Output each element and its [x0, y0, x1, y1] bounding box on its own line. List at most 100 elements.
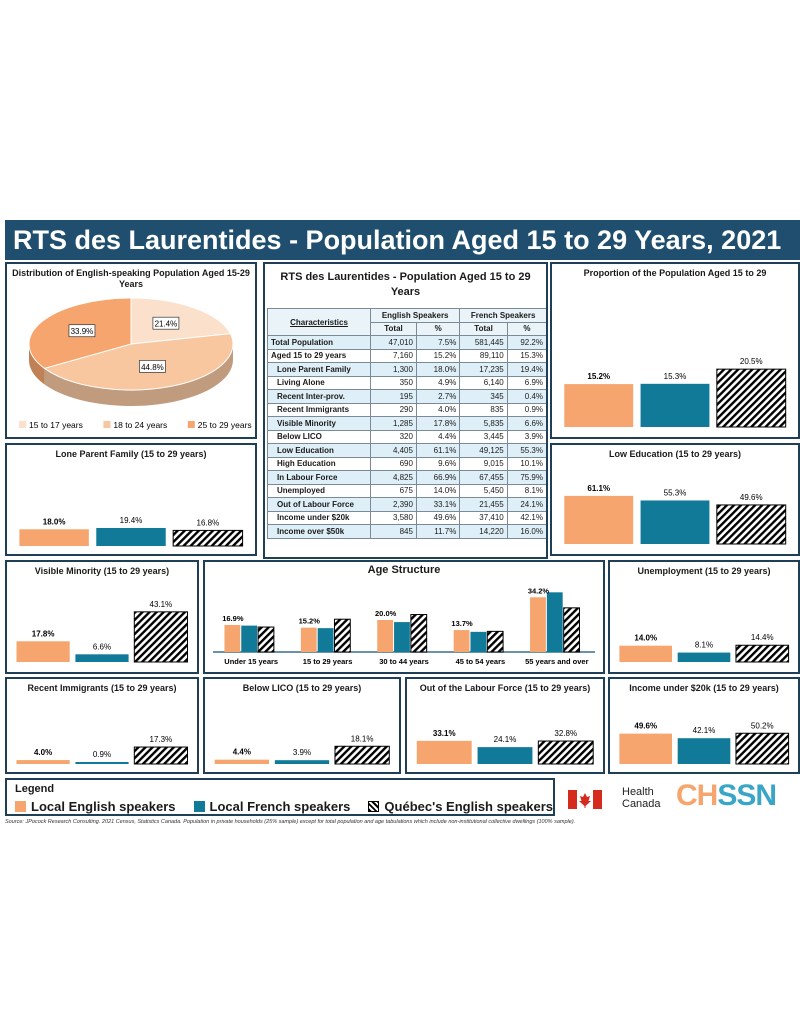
- out-labour-title: Out of the Labour Force (15 to 29 years): [419, 683, 591, 693]
- pie-label: 33.9%: [71, 327, 94, 336]
- cell-eng-pct: 4.9%: [415, 375, 461, 390]
- data-label: 24.1%: [494, 735, 517, 744]
- bar-french: [394, 622, 410, 652]
- canada-flag-icon: [568, 790, 602, 809]
- header-characteristics: Characteristics: [267, 308, 371, 336]
- below-lico-chart: 4.4% 3.9% 18.1%: [214, 734, 390, 765]
- table-row: Visible Minority 1,285 17.8% 5,835 6.6%: [267, 416, 546, 431]
- bar-quebec: [334, 745, 390, 765]
- legend-item-quebec: Québec's English speakers: [368, 799, 553, 814]
- cell-fr-total: 3,445: [459, 429, 508, 444]
- cell-fr-total: 67,455: [459, 470, 508, 485]
- cell-eng-pct: 9.6%: [415, 456, 461, 471]
- cell-fr-pct: 19.4%: [506, 362, 546, 377]
- bar-quebec: [735, 644, 790, 663]
- cell-fr-pct: 6.9%: [506, 375, 546, 390]
- data-label: 16.8%: [197, 518, 220, 527]
- table-body: Total Population 47,010 7.5% 581,445 92.2% Ag…: [267, 335, 546, 539]
- cell-eng-total: 320: [370, 429, 417, 444]
- data-label: 20.5%: [740, 357, 763, 366]
- low-education-chart: 61.1% 55.3% 49.6%: [564, 484, 787, 545]
- bar-french: [677, 738, 731, 764]
- table-row: Income over $50k 845 11.7% 14,220 16.0%: [267, 524, 546, 539]
- data-label: 16.9%: [222, 614, 244, 623]
- data-label: 18.0%: [43, 517, 66, 526]
- cell-fr-total: 49,125: [459, 443, 508, 458]
- legend-item-french: Local French speakers: [193, 799, 350, 814]
- income-20k-title: Income under $20k (15 to 29 years): [629, 683, 779, 693]
- cell-eng-total: 350: [370, 375, 417, 390]
- data-label: 32.8%: [554, 729, 577, 738]
- table-row: Income under $20k 3,580 49.6% 37,410 42.1%: [267, 510, 546, 525]
- header-eng-pct: %: [415, 321, 461, 336]
- proportion-chart: 15.2% 15.3% 20.5%: [564, 357, 787, 428]
- age-structure-title: Age Structure: [367, 564, 441, 576]
- bar-french: [470, 631, 487, 652]
- bar-english: [619, 733, 673, 764]
- bar-quebec: [537, 740, 594, 765]
- pie-panel: Distribution of English-speaking Populat…: [5, 262, 257, 439]
- cell-eng-pct: 49.6%: [415, 510, 461, 525]
- visible-minority-chart: 17.8% 6.6% 43.1%: [16, 600, 189, 663]
- legend-title: Legend: [15, 783, 55, 795]
- cell-fr-pct: 92.2%: [506, 335, 546, 350]
- low-education-title: Low Education (15 to 29 years): [608, 449, 742, 459]
- data-label: 49.6%: [634, 722, 657, 731]
- bar-quebec: [563, 607, 580, 653]
- tick-label: 55 years and over: [525, 657, 588, 666]
- data-label: 8.1%: [695, 641, 713, 650]
- row-label: High Education: [267, 456, 371, 471]
- cell-fr-total: 345: [459, 389, 508, 404]
- header-fr-total: Total: [459, 321, 508, 336]
- cell-eng-total: 4,405: [370, 443, 417, 458]
- table-row: Lone Parent Family 1,300 18.0% 17,235 19.4%: [267, 362, 546, 377]
- bar-french: [677, 652, 731, 662]
- unemployment-chart: 14.0% 8.1% 14.4%: [619, 633, 790, 663]
- cell-fr-pct: 55.3%: [506, 443, 546, 458]
- pie-label-box: [152, 316, 180, 330]
- pie-slice: [43, 333, 234, 391]
- cell-eng-pct: 11.7%: [415, 524, 461, 539]
- table-row: High Education 690 9.6% 9,015 10.1%: [267, 456, 546, 471]
- bar-english: [377, 620, 394, 652]
- data-label: 42.1%: [693, 726, 716, 735]
- cell-fr-total: 5,835: [459, 416, 508, 431]
- data-label: 61.1%: [587, 484, 610, 493]
- cell-eng-total: 47,010: [370, 335, 417, 350]
- cell-eng-total: 4,825: [370, 470, 417, 485]
- below-lico-panel: Below LICO (15 to 29 years) 4.4% 3.9% 18.1…: [203, 677, 401, 774]
- bar-quebec: [333, 618, 351, 653]
- cell-fr-pct: 15.3%: [506, 348, 546, 363]
- income-20k-chart: 49.6% 42.1% 50.2%: [619, 721, 790, 765]
- data-label: 50.2%: [751, 721, 774, 730]
- tick-label: Under 15 years: [224, 657, 278, 666]
- bar-quebec: [257, 626, 275, 653]
- tick-label: 30 to 44 years: [379, 657, 429, 666]
- bar-english: [453, 630, 470, 652]
- table-row: Total Population 47,010 7.5% 581,445 92.2%: [267, 335, 546, 350]
- data-label: 20.0%: [375, 609, 397, 618]
- bar-english: [416, 740, 472, 764]
- legend-swatch-french: [193, 801, 205, 812]
- cell-fr-pct: 0.9%: [506, 402, 546, 417]
- row-label: Lone Parent Family: [267, 362, 371, 377]
- legend-label-english: Local English speakers: [31, 799, 176, 814]
- pie-label-box: [68, 324, 96, 338]
- data-label: 0.9%: [93, 750, 111, 759]
- row-label: Living Alone: [267, 375, 371, 390]
- bar-quebec: [716, 368, 787, 428]
- row-label: Unemployed: [267, 483, 371, 498]
- cell-fr-pct: 6.6%: [506, 416, 546, 431]
- bar-english: [16, 760, 70, 764]
- table-row: Recent Immigrants 290 4.0% 835 0.9%: [267, 402, 546, 417]
- unemployment-title: Unemployment (15 to 29 years): [637, 566, 771, 576]
- below-lico-title: Below LICO (15 to 29 years): [242, 683, 362, 693]
- chssn-logo: CHSSN: [676, 779, 777, 813]
- legend-item-english: Local English speakers: [15, 799, 176, 814]
- bar-french: [75, 654, 129, 662]
- table-row: Recent Inter-prov. 195 2.7% 345 0.4%: [267, 389, 546, 404]
- pie-label: 21.4%: [155, 320, 178, 329]
- table-row: Below LICO 320 4.4% 3,445 3.9%: [267, 429, 546, 444]
- cell-eng-total: 2,390: [370, 497, 417, 512]
